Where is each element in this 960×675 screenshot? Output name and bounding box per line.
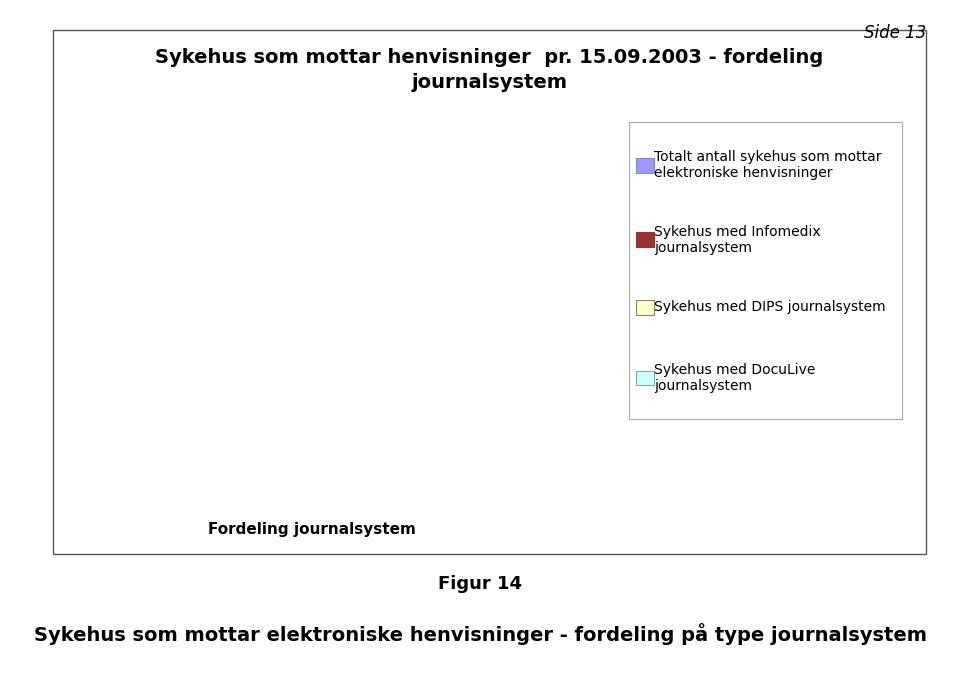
Text: Totalt antall sykehus som mottar
elektroniske henvisninger: Totalt antall sykehus som mottar elektro… [654,151,881,180]
Text: Sykehus som mottar elektroniske henvisninger - fordeling på type journalsystem: Sykehus som mottar elektroniske henvisni… [34,624,926,645]
Bar [187,207,295,496]
Text: Sykehus med DocuLive
journalsystem: Sykehus med DocuLive journalsystem [654,363,815,393]
Text: Sykehus som mottar henvisninger  pr. 15.09.2003 - fordeling: Sykehus som mottar henvisninger pr. 15.0… [156,48,824,67]
Text: Sykehus med DIPS journalsystem: Sykehus med DIPS journalsystem [654,300,885,314]
Y-axis label: Antall sykehus: Antall sykehus [84,272,100,383]
Text: Fordeling journalsystem: Fordeling journalsystem [208,522,416,537]
Text: Side 13: Side 13 [864,24,926,42]
Text: Sykehus med Infomedix
journalsystem: Sykehus med Infomedix journalsystem [654,225,821,254]
Text: journalsystem: journalsystem [412,73,567,92]
Text: Figur 14: Figur 14 [438,575,522,593]
Bar [352,207,460,496]
